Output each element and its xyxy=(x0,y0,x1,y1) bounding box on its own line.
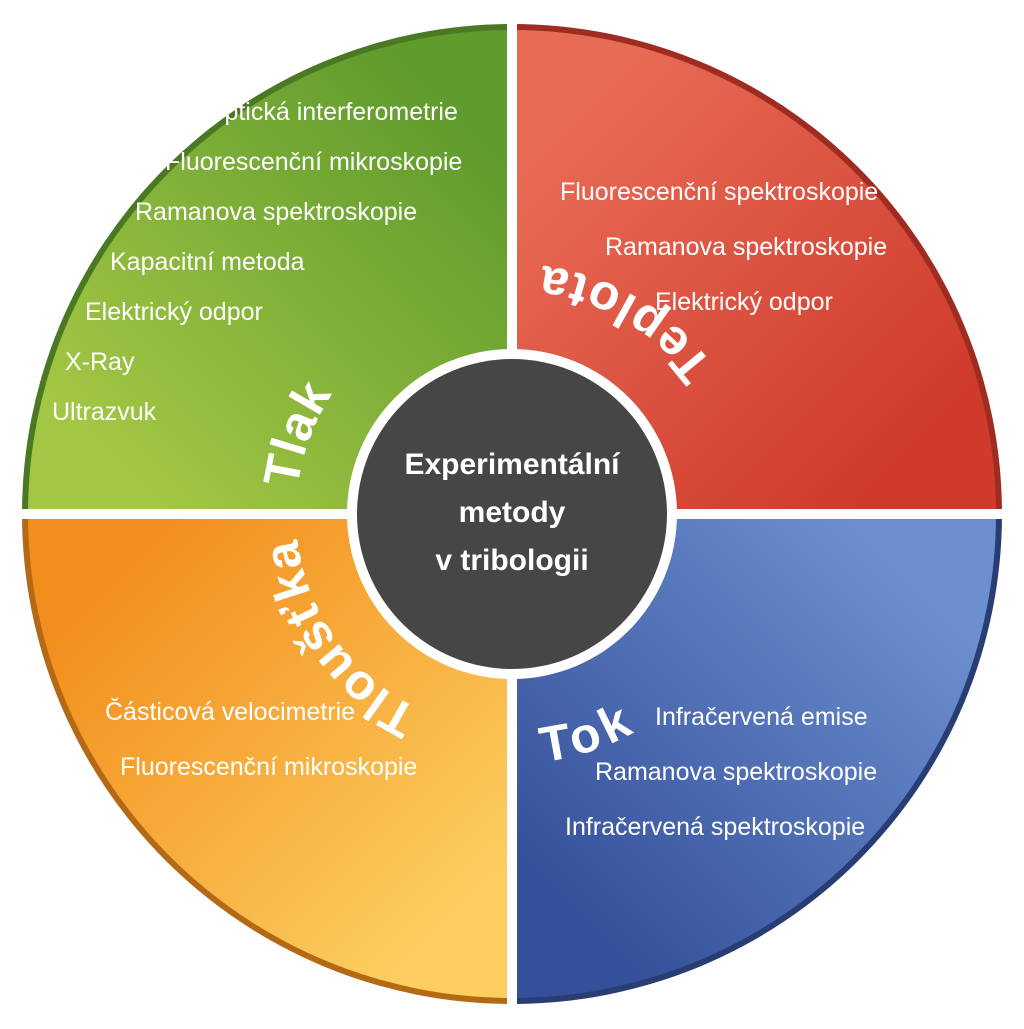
quadrant-bl-item-0: Částicová velocimetrie xyxy=(105,697,355,726)
quadrant-tl-item-0: Optická interferometrie xyxy=(205,98,458,126)
quadrant-tr-item-2: Elektrický odpor xyxy=(655,288,833,316)
quadrant-bl-item-1: Fluorescenční mikroskopie xyxy=(120,753,417,781)
center-text-line-1: metody xyxy=(459,496,566,529)
quadrant-tr-item-0: Fluorescenční spektroskopie xyxy=(560,178,878,206)
center-text-line-2: v tribologii xyxy=(435,544,588,577)
quadrant-tl-item-1: Fluorescenční mikroskopie xyxy=(165,148,462,176)
quadrant-tl-item-5: X-Ray xyxy=(65,348,135,376)
quadrant-tr-item-1: Ramanova spektroskopie xyxy=(605,233,887,261)
quadrant-tl-item-6: Ultrazvuk xyxy=(52,398,157,426)
quadrant-br-item-0: Infračervená emise xyxy=(655,703,868,731)
quadrant-tl-item-4: Elektrický odpor xyxy=(85,298,263,326)
quadrant-br-item-2: Infračervená spektroskopie xyxy=(565,813,865,841)
quadrant-tl-item-3: Kapacitní metoda xyxy=(110,248,305,276)
quadrant-tl-item-2: Ramanova spektroskopie xyxy=(135,198,417,226)
diagram-canvas: Experimentálnímetodyv tribologii Tloušťk… xyxy=(0,0,1024,1029)
quadrant-br-item-1: Ramanova spektroskopie xyxy=(595,758,877,786)
circular-diagram: Experimentálnímetodyv tribologii Tloušťk… xyxy=(0,0,1024,1029)
center-text-line-0: Experimentální xyxy=(404,448,621,481)
